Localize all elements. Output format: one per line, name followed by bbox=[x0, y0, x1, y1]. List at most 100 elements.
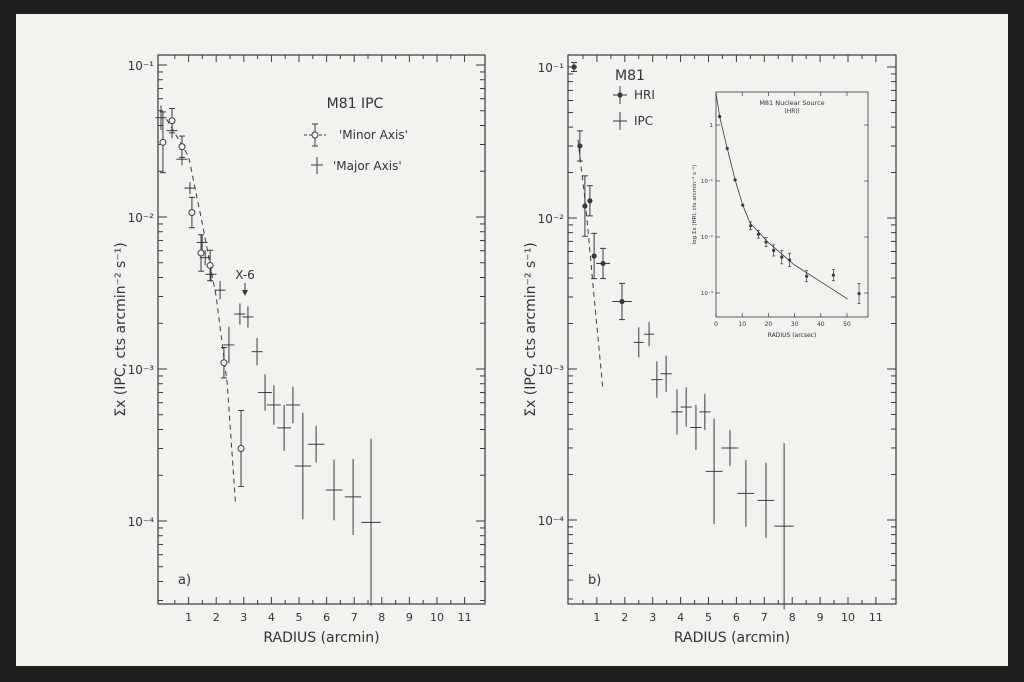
data-point bbox=[788, 252, 792, 268]
y-tick-label: 10⁻² bbox=[128, 211, 155, 225]
filled-circle-marker bbox=[857, 291, 861, 296]
filled-circle-marker bbox=[617, 92, 623, 98]
open-circle-marker bbox=[206, 261, 214, 269]
x-tick-label: 10 bbox=[841, 611, 855, 624]
x-tick-label: 8 bbox=[378, 611, 385, 624]
legend-title: M81 IPC bbox=[327, 96, 384, 112]
filled-circle-marker bbox=[582, 203, 588, 209]
data-point bbox=[199, 250, 211, 266]
data-point bbox=[586, 185, 593, 217]
y-tick-label: 1 bbox=[710, 123, 714, 129]
x-tick-label: 9 bbox=[817, 611, 824, 624]
data-point bbox=[361, 438, 381, 606]
data-point bbox=[774, 443, 794, 610]
filled-circle-marker bbox=[772, 248, 776, 253]
filled-circle-marker bbox=[788, 258, 792, 262]
y-tick-label: 10⁻³ bbox=[538, 363, 565, 377]
inset-panel: 0 10 20 30 40 50 1 10⁻¹ 10⁻² 10⁻³ RADIUS (arcsec) l… bbox=[691, 91, 869, 339]
filled-circle-marker bbox=[805, 274, 809, 278]
data-point bbox=[748, 221, 753, 231]
legend-label: 'Major Axis' bbox=[333, 159, 402, 173]
data-point bbox=[660, 355, 672, 392]
x-tick-label: 5 bbox=[705, 611, 712, 624]
data-point bbox=[205, 266, 217, 282]
x-tick-label: 7 bbox=[351, 611, 358, 624]
data-point bbox=[206, 249, 214, 282]
data-point bbox=[772, 244, 776, 257]
data-point bbox=[737, 460, 755, 527]
data-point bbox=[197, 234, 205, 272]
x-axis-label: RADIUS (arcmin) bbox=[674, 630, 790, 646]
data-point bbox=[242, 306, 254, 328]
data-point bbox=[176, 153, 188, 166]
legend-item-ipc: IPC bbox=[613, 112, 653, 130]
data-point bbox=[699, 393, 711, 431]
x-tick-label: 20 bbox=[765, 321, 773, 328]
legend-item-major-axis: 'Major Axis' bbox=[311, 157, 402, 174]
inset-subtitle: (HRI) bbox=[784, 108, 799, 115]
data-point bbox=[294, 412, 312, 520]
data-point bbox=[831, 269, 835, 282]
y-tick-label: 10⁻² bbox=[538, 212, 565, 226]
legend-label: IPC bbox=[634, 114, 653, 128]
x-tick-label: 6 bbox=[323, 611, 330, 624]
data-point bbox=[725, 146, 729, 151]
data-point bbox=[188, 196, 196, 229]
x-tick-label: 11 bbox=[458, 611, 472, 624]
data-point bbox=[741, 203, 745, 207]
x-tick-label: 50 bbox=[843, 321, 851, 328]
data-point bbox=[644, 322, 655, 347]
y-tick-label: 10⁻¹ bbox=[701, 178, 713, 185]
inset-frame bbox=[715, 91, 869, 318]
data-point bbox=[633, 327, 644, 358]
data-point bbox=[651, 361, 663, 398]
data-point bbox=[680, 387, 692, 427]
panel-a: 1 2 3 4 5 6 7 8 9 10 11 10⁻¹ 10⁻² 10⁻³ 10⁻⁴ RADIUS (arc… bbox=[113, 54, 486, 646]
filled-circle-marker bbox=[733, 178, 737, 182]
legend-label: HRI bbox=[634, 88, 655, 102]
data-point bbox=[307, 425, 325, 463]
data-point bbox=[234, 303, 246, 325]
open-circle-marker bbox=[178, 143, 186, 151]
open-circle-marker bbox=[237, 444, 245, 452]
open-circle-marker bbox=[159, 138, 167, 146]
y-tick-label: 10⁻⁴ bbox=[538, 514, 565, 528]
data-point bbox=[237, 409, 245, 487]
y-axis-label: Σx (IPC, cts arcmin⁻² s⁻¹) bbox=[113, 242, 129, 417]
data-point bbox=[733, 178, 737, 182]
arrow-head bbox=[242, 290, 248, 296]
data-point bbox=[571, 61, 578, 73]
data-point bbox=[596, 247, 611, 280]
panel-label: b) bbox=[588, 573, 601, 588]
model-curve bbox=[166, 118, 237, 504]
x-tick-label: 2 bbox=[213, 611, 220, 624]
data-point bbox=[718, 115, 722, 119]
data-point bbox=[857, 283, 861, 304]
data-point bbox=[155, 105, 167, 130]
plot-frame bbox=[567, 54, 897, 605]
y-axis-label: log Σx (HRI, cts arcmin⁻² s⁻¹) bbox=[691, 165, 698, 245]
x-axis-label: RADIUS (arcmin) bbox=[263, 630, 379, 646]
x-tick-label: 2 bbox=[621, 611, 628, 624]
data-point bbox=[258, 374, 272, 411]
y-tick-label: 10⁻² bbox=[701, 234, 713, 241]
data-point bbox=[214, 281, 226, 300]
model-curve bbox=[577, 139, 604, 391]
model-curve bbox=[715, 93, 849, 300]
open-circle-marker bbox=[311, 131, 319, 139]
open-circle-marker bbox=[197, 249, 205, 257]
x-tick-label: 10 bbox=[738, 321, 746, 328]
filled-circle-marker bbox=[587, 198, 593, 204]
data-point bbox=[764, 237, 768, 247]
data-point bbox=[581, 175, 588, 237]
x-tick-label: 1 bbox=[593, 611, 600, 624]
filled-circle-marker bbox=[577, 143, 583, 149]
data-point bbox=[780, 250, 784, 265]
data-point bbox=[671, 389, 683, 435]
data-point bbox=[220, 347, 228, 379]
filled-circle-marker bbox=[619, 298, 625, 305]
x-tick-label: 1 bbox=[185, 611, 192, 624]
filled-circle-marker bbox=[780, 255, 784, 259]
